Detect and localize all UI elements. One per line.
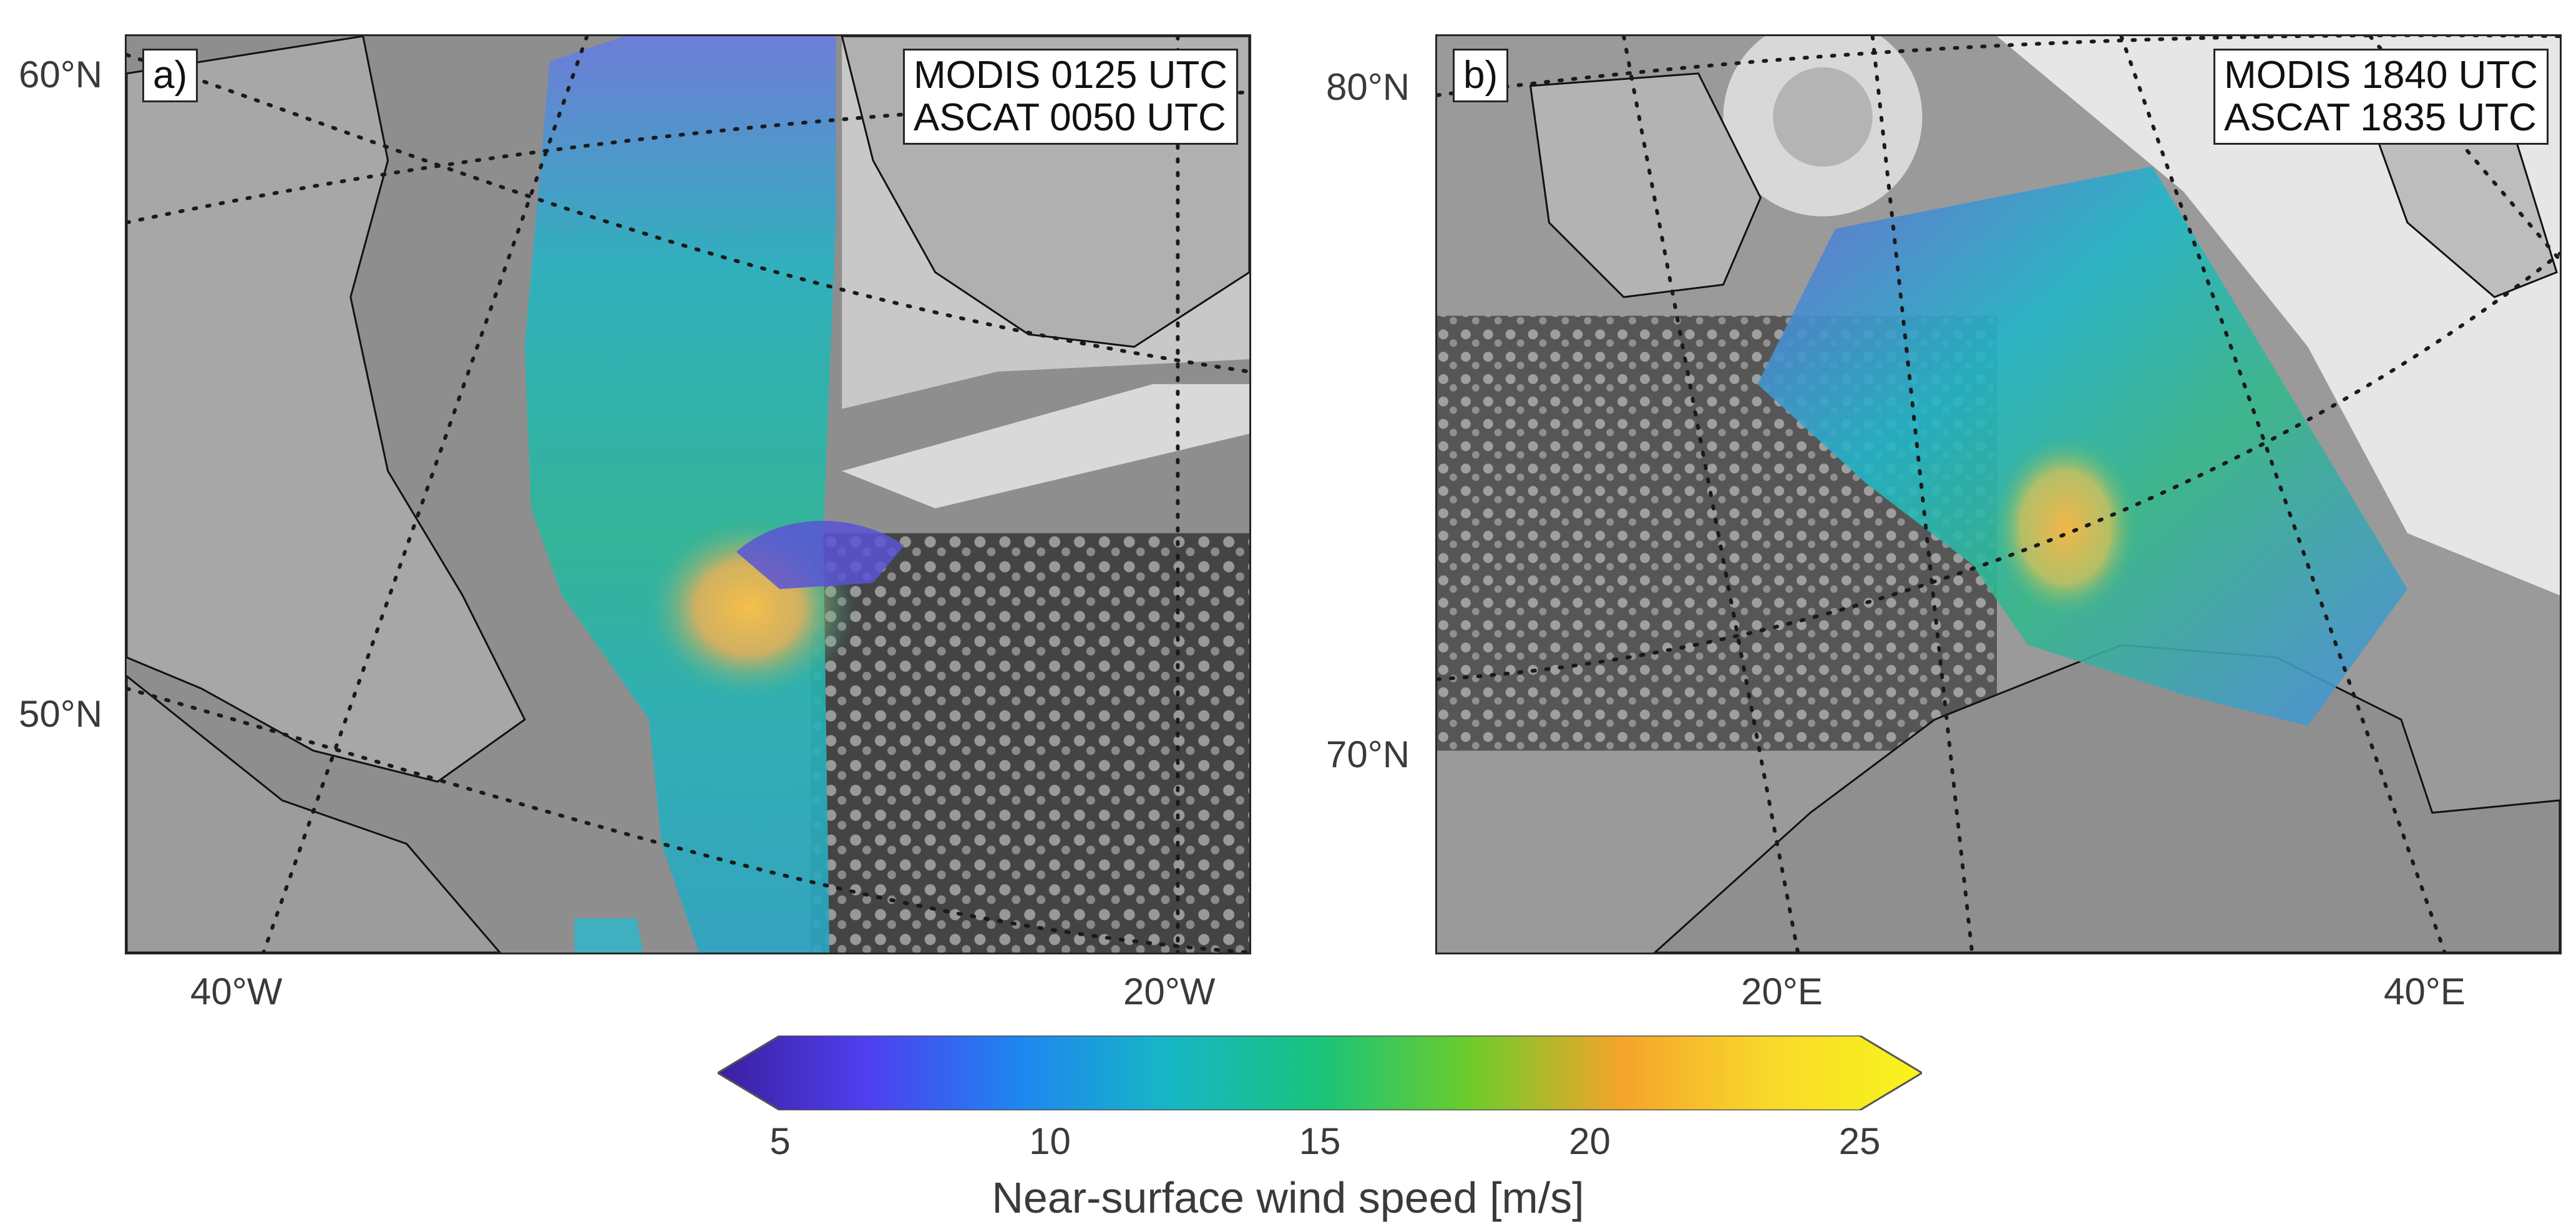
ascat-wind-swath	[524, 36, 836, 953]
low-wind-core	[736, 520, 904, 589]
colorbar-title: Near-surface wind speed [m/s]	[992, 1173, 1584, 1222]
cyclone-eye	[1773, 67, 1873, 167]
wind-speed-colorbar	[716, 1034, 1924, 1112]
swath-fragment	[574, 918, 643, 953]
lat-label-60n: 60°N	[19, 54, 103, 95]
lat-label-70n: 70°N	[1326, 734, 1410, 775]
lon-label-40w: 40°W	[190, 971, 283, 1012]
map-b-graphic	[1437, 36, 2560, 953]
modis-time: MODIS 1840 UTC	[2223, 54, 2538, 97]
lat-label-80n: 80°N	[1326, 66, 1410, 108]
scandinavia-kola-coast	[1653, 644, 2560, 953]
colorbar-tick-label: 20	[1569, 1120, 1611, 1162]
newfoundland-coast	[127, 674, 501, 953]
colorbar-tick-label: 15	[1299, 1120, 1341, 1162]
modis-time: MODIS 0125 UTC	[913, 54, 1227, 97]
cloud-band	[842, 384, 1249, 508]
time-legend: MODIS 1840 UTC ASCAT 1835 UTC	[2213, 49, 2549, 145]
map-panel-b: b) MODIS 1840 UTC ASCAT 1835 UTC	[1435, 34, 2562, 954]
lon-label-20w: 20°W	[1123, 971, 1216, 1012]
ascat-time: ASCAT 1835 UTC	[2223, 96, 2537, 140]
map-a-graphic	[127, 36, 1249, 953]
time-legend: MODIS 0125 UTC ASCAT 0050 UTC	[902, 49, 1238, 145]
graticule	[1437, 36, 2560, 953]
ascat-time: ASCAT 0050 UTC	[913, 96, 1226, 140]
colorbar-tick-label: 25	[1838, 1120, 1881, 1162]
svalbard-coast	[1529, 72, 1762, 298]
colorbar-ramp	[716, 1034, 1924, 1112]
labrador-coast	[127, 36, 526, 783]
polar-low-core	[1991, 434, 2140, 621]
cloud-streets	[811, 533, 1249, 953]
lat-label-50n: 50°N	[19, 693, 103, 735]
panel-letter: a)	[142, 49, 198, 103]
lon-label-40e: 40°E	[2384, 971, 2466, 1012]
colorbar-tick-label: 10	[1029, 1120, 1071, 1162]
panel-letter: b)	[1453, 49, 1509, 103]
colorbar-graphic	[716, 1034, 1924, 1112]
lon-label-20e: 20°E	[1741, 971, 1823, 1012]
colorbar-tick-label: 5	[769, 1120, 791, 1162]
map-panel-a: a) MODIS 0125 UTC ASCAT 0050 UTC	[125, 34, 1251, 954]
